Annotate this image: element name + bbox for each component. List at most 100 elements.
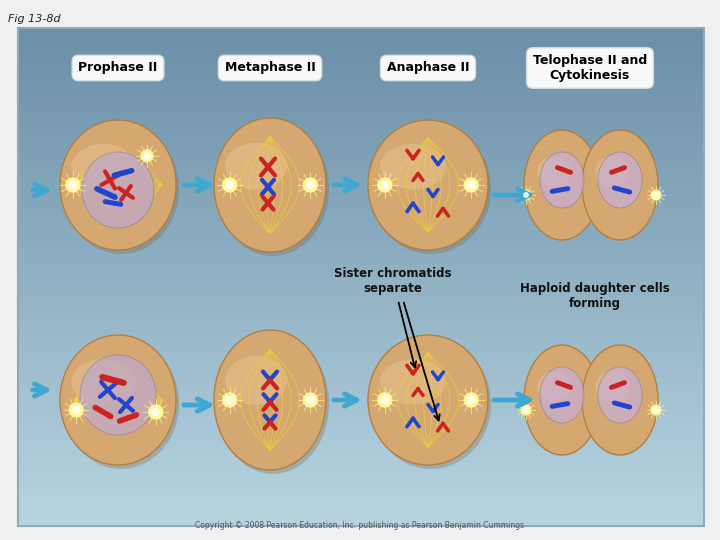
Ellipse shape: [68, 402, 84, 418]
Ellipse shape: [68, 181, 77, 189]
Bar: [18, 414, 704, 421]
Bar: [18, 233, 704, 241]
Ellipse shape: [60, 120, 176, 250]
Bar: [18, 339, 704, 347]
Bar: [18, 258, 704, 266]
Ellipse shape: [368, 120, 488, 250]
Bar: [18, 240, 704, 247]
Ellipse shape: [467, 181, 475, 189]
Bar: [18, 408, 704, 415]
Ellipse shape: [151, 408, 160, 416]
Text: Sister chromatids
separate: Sister chromatids separate: [334, 267, 451, 295]
Bar: [18, 482, 704, 490]
Bar: [18, 358, 704, 365]
Text: Prophase II: Prophase II: [78, 62, 158, 75]
Bar: [18, 190, 704, 197]
Bar: [18, 395, 704, 402]
Bar: [18, 445, 704, 453]
Text: Haploid daughter cells
forming: Haploid daughter cells forming: [520, 282, 670, 310]
Bar: [18, 215, 704, 222]
Bar: [18, 34, 704, 42]
Bar: [18, 427, 704, 434]
Ellipse shape: [65, 177, 81, 193]
Ellipse shape: [225, 356, 287, 405]
Bar: [18, 520, 704, 527]
Ellipse shape: [140, 149, 153, 163]
Bar: [18, 389, 704, 396]
Ellipse shape: [380, 359, 446, 404]
Bar: [18, 507, 704, 515]
Bar: [18, 433, 704, 440]
Bar: [18, 470, 704, 477]
Text: Telophase II and
Cytokinesis: Telophase II and Cytokinesis: [533, 54, 647, 82]
Bar: [18, 171, 704, 178]
Bar: [18, 302, 704, 309]
Bar: [18, 134, 704, 141]
Ellipse shape: [523, 192, 529, 198]
Bar: [18, 464, 704, 471]
Ellipse shape: [653, 407, 659, 413]
Bar: [18, 352, 704, 359]
Bar: [18, 115, 704, 123]
Bar: [18, 53, 704, 60]
Bar: [18, 127, 704, 135]
Bar: [18, 90, 704, 98]
Ellipse shape: [225, 181, 234, 189]
Ellipse shape: [302, 177, 318, 193]
Bar: [18, 208, 704, 216]
Ellipse shape: [371, 339, 491, 469]
Ellipse shape: [595, 371, 629, 401]
Bar: [18, 383, 704, 390]
Ellipse shape: [381, 396, 389, 404]
Bar: [18, 308, 704, 315]
Ellipse shape: [540, 152, 584, 208]
Bar: [18, 122, 704, 129]
Ellipse shape: [524, 130, 600, 240]
Ellipse shape: [521, 190, 531, 200]
Bar: [18, 146, 704, 153]
Ellipse shape: [222, 392, 238, 408]
Ellipse shape: [598, 152, 642, 208]
Ellipse shape: [377, 392, 392, 408]
Ellipse shape: [537, 371, 572, 401]
Ellipse shape: [380, 144, 446, 190]
Ellipse shape: [63, 339, 179, 469]
Ellipse shape: [80, 355, 156, 435]
Ellipse shape: [72, 406, 81, 414]
Bar: [18, 46, 704, 54]
Text: Copyright © 2008 Pearson Education, Inc. publishing as Pearson Benjamin Cummings: Copyright © 2008 Pearson Education, Inc.…: [195, 521, 525, 530]
Bar: [18, 489, 704, 496]
Ellipse shape: [464, 392, 479, 408]
Ellipse shape: [537, 156, 572, 186]
Bar: [18, 346, 704, 353]
Bar: [18, 28, 704, 35]
Ellipse shape: [71, 359, 135, 404]
Bar: [18, 178, 704, 185]
Bar: [18, 296, 704, 303]
Ellipse shape: [368, 335, 488, 465]
Text: Fig 13-8d: Fig 13-8d: [8, 14, 60, 24]
Ellipse shape: [464, 177, 479, 193]
Bar: [18, 457, 704, 465]
Ellipse shape: [222, 177, 238, 193]
Bar: [18, 252, 704, 259]
Ellipse shape: [82, 152, 154, 228]
Ellipse shape: [371, 124, 491, 254]
Ellipse shape: [63, 124, 179, 254]
Bar: [18, 327, 704, 334]
Bar: [18, 265, 704, 272]
Ellipse shape: [540, 367, 584, 423]
Bar: [18, 370, 704, 377]
Ellipse shape: [650, 190, 662, 200]
Ellipse shape: [381, 181, 389, 189]
Ellipse shape: [214, 330, 326, 470]
Ellipse shape: [523, 407, 529, 413]
Bar: [18, 277, 704, 284]
Bar: [18, 84, 704, 91]
Bar: [18, 97, 704, 104]
Bar: [18, 59, 704, 66]
Bar: [18, 439, 704, 446]
Bar: [18, 196, 704, 203]
Bar: [18, 40, 704, 48]
Ellipse shape: [653, 192, 659, 198]
